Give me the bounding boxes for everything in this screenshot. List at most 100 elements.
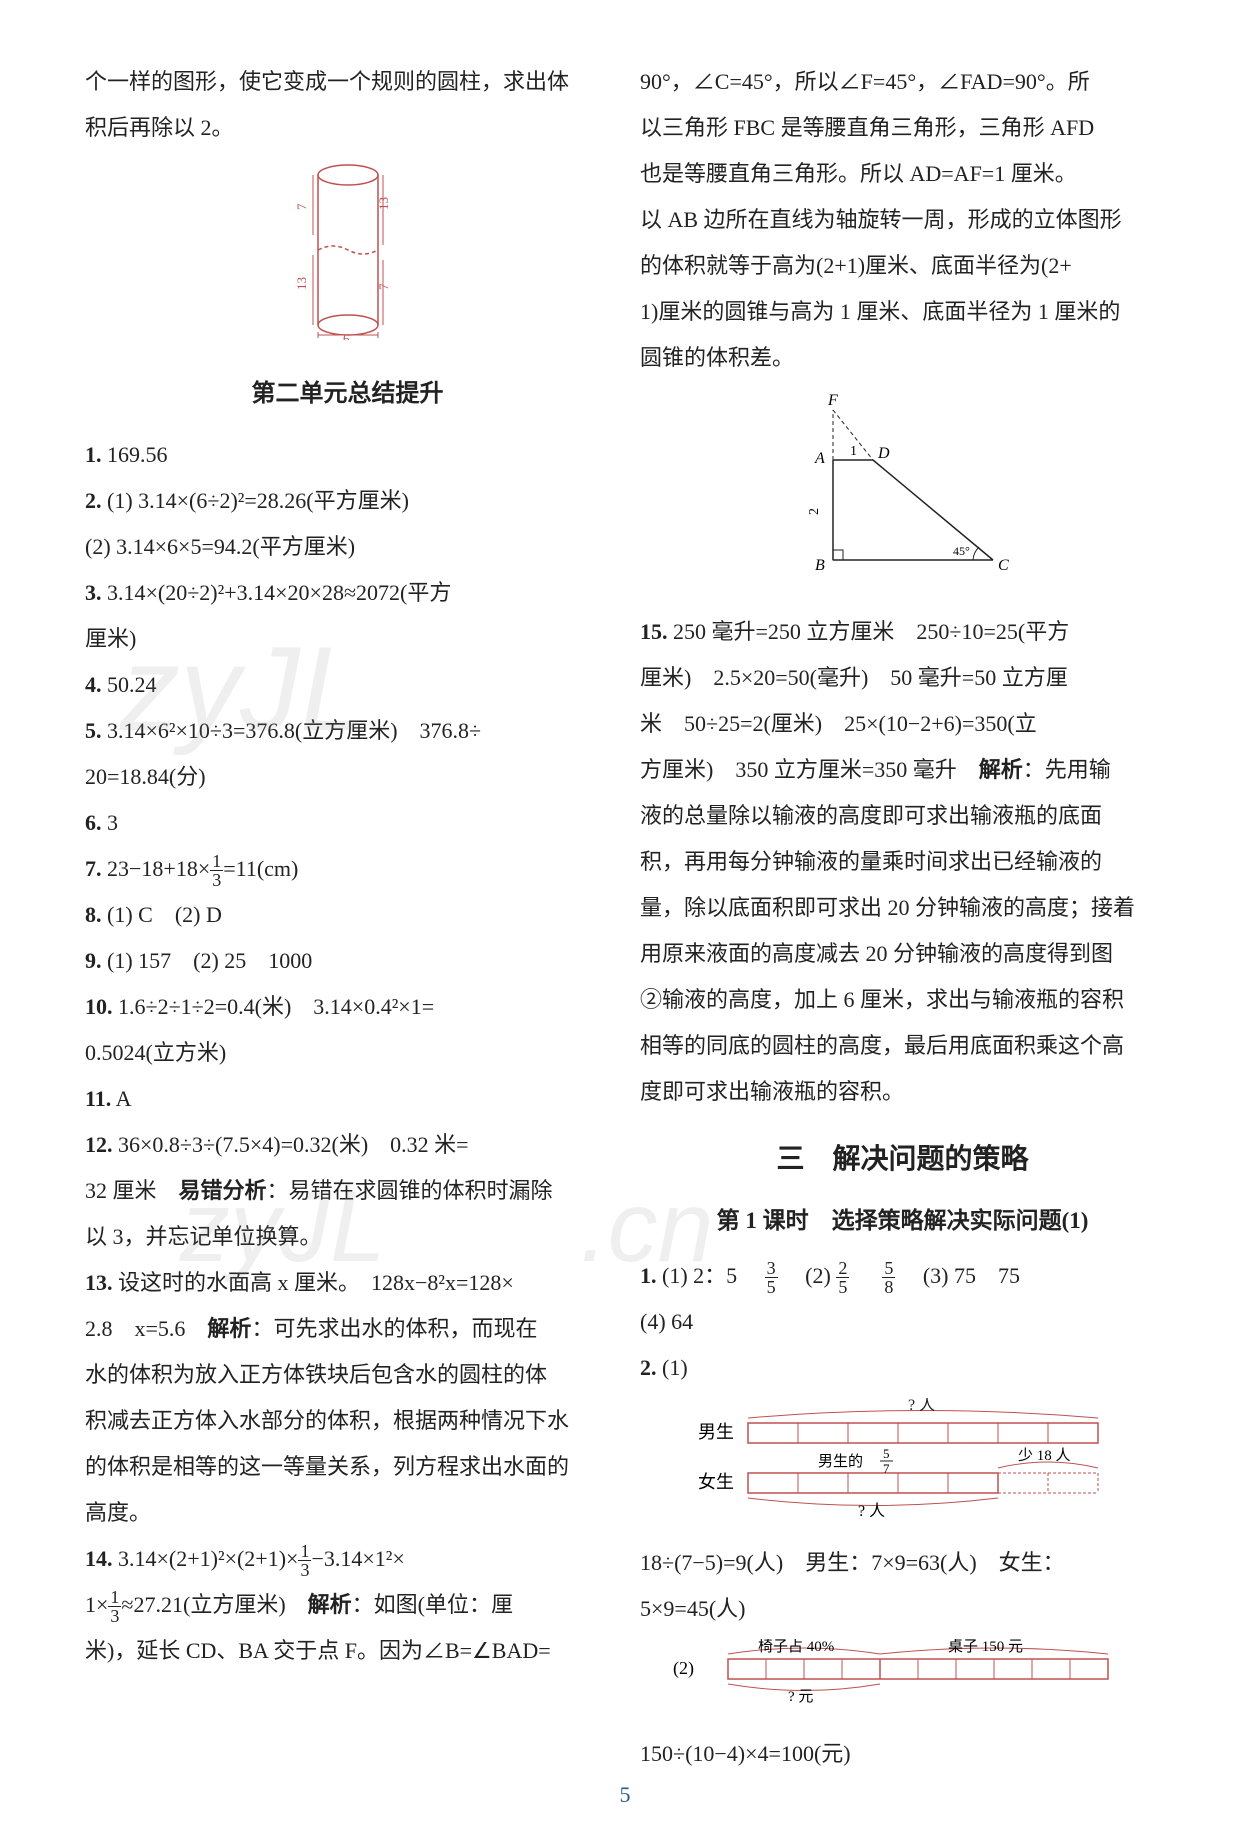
item-text: (1) C (2) D [102,902,222,927]
item-text: 设这时的水面高 x 厘米。 128x−8²x=128× [113,1270,514,1295]
page-content: 个一样的图形，使它变成一个规则的圆柱，求出体 积后再除以 2。 6 7 13 1… [85,60,1165,1798]
lesson-heading: 第 1 课时 选择策略解决实际问题(1) [640,1198,1165,1244]
item-text: 3 [102,810,119,835]
answer-item: 5. 3.14×6²×10÷3=376.8(立方厘米) 376.8÷ [85,709,610,753]
answer-item: 的体积是相等的这一等量关系，列方程求出水面的 [85,1445,610,1489]
answer-item: 10. 1.6÷2÷1÷2=0.4(米) 3.14×0.4²×1= [85,985,610,1029]
explanation-text: 也是等腰直角三角形。所以 AD=AF=1 厘米。 [640,152,1165,196]
answer-item: 厘米) [85,617,610,661]
svg-text:1: 1 [850,444,857,459]
svg-text:椅子占 40%: 椅子占 40% [758,1639,834,1655]
item-number: 4. [85,672,102,697]
item-number: 14. [85,1546,113,1571]
answer-item: 液的总量除以输液的高度即可求出输液瓶的底面 [640,794,1165,838]
explanation-text: 圆锥的体积差。 [640,336,1165,380]
item-number: 5. [85,718,102,743]
answer-item: 13. 设这时的水面高 x 厘米。 128x−8²x=128× [85,1261,610,1305]
explanation-text: 的体积就等于高为(2+1)厘米、底面半径为(2+ [640,244,1165,288]
analysis-label: 解析 [308,1592,352,1617]
item-text: A [111,1086,131,1111]
answer-item: 20=18.84(分) [85,755,610,799]
answer-item: 米 50÷25=2(厘米) 25×(10−2+6)=350(立 [640,702,1165,746]
item-text: (2) [783,1263,836,1288]
item-text: 250 毫升=250 立方厘米 250÷10=25(平方 [668,619,1070,644]
item-text: ：如图(单位：厘 [352,1592,513,1617]
intro-text: 积后再除以 2。 [85,106,610,150]
svg-text:女生: 女生 [698,1472,734,1492]
answer-item: 1. 169.56 [85,433,610,477]
answer-item: 量，除以底面积即可求出 20 分钟输液的高度；接着 [640,886,1165,930]
answer-item: 积，再用每分钟输液的量乘时间求出已经输液的 [640,840,1165,884]
svg-text:5: 5 [883,1446,890,1461]
answer-item: 5×9=45(人) [640,1587,1165,1631]
answer-item: 水的体积为放入正方体铁块后包含水的圆柱的体 [85,1353,610,1397]
item-text [855,1263,877,1288]
svg-text:B: B [815,557,825,574]
analysis-label: 易错分析 [179,1178,267,1203]
svg-text:C: C [998,557,1009,574]
answer-item: 1. (1) 2：5 35 (2) 25 58 (3) 75 75 [640,1254,1165,1298]
answer-item: 2.8 x=5.6 解析：可先求出水的体积，而现在 [85,1307,610,1351]
answer-item: (4) 64 [640,1300,1165,1344]
svg-text:男生的: 男生的 [818,1453,863,1470]
svg-text:男生: 男生 [698,1422,734,1442]
svg-text:? 元: ? 元 [788,1689,813,1705]
item-number: 1. [85,442,102,467]
svg-text:? 人: ? 人 [908,1398,935,1414]
answer-item: (2) 3.14×6×5=94.2(平方厘米) [85,525,610,569]
svg-text:13: 13 [294,277,309,290]
svg-text:7: 7 [883,1461,890,1476]
right-column: 90°，∠C=45°，所以∠F=45°，∠FAD=90°。所 以三角形 FBC … [640,60,1165,1798]
svg-text:2: 2 [807,508,822,515]
answer-item: 2. (1) [640,1346,1165,1390]
answer-item: 150÷(10−4)×4=100(元) [640,1732,1165,1776]
answer-item: 用原来液面的高度减去 20 分钟输液的高度得到图 [640,932,1165,976]
svg-text:(2): (2) [673,1658,694,1679]
triangle-diagram: F A D B C 1 2 45° [640,390,1165,595]
svg-text:F: F [827,392,838,409]
answer-item: 3. 3.14×(20÷2)²+3.14×20×28≈2072(平方 [85,571,610,615]
svg-text:桌子 150 元: 桌子 150 元 [948,1639,1023,1655]
item-text: 方厘米) 350 立方厘米=350 毫升 [640,757,979,782]
analysis-label: 解析 [979,757,1023,782]
answer-item: 14. 3.14×(2+1)²×(2+1)×13−3.14×1²× [85,1537,610,1581]
item-number: 15. [640,619,668,644]
item-text: −3.14×1²× [311,1546,404,1571]
svg-text:45°: 45° [953,544,970,558]
item-number: 6. [85,810,102,835]
item-number: 2. [640,1355,657,1380]
bar-diagram-2: (2) 椅子占 40% 桌子 150 元 ? 元 [640,1639,1165,1724]
answer-item: 米)，延长 CD、BA 交于点 F。因为∠B=∠BAD= [85,1629,610,1673]
item-text: 1.6÷2÷1÷2=0.4(米) 3.14×0.4²×1= [113,994,435,1019]
explanation-text: 以三角形 FBC 是等腰直角三角形，三角形 AFD [640,106,1165,150]
answer-item: 8. (1) C (2) D [85,893,610,937]
item-text: ≈27.21(立方厘米) [121,1592,307,1617]
section-heading: 第二单元总结提升 [85,370,610,418]
item-text: 32 厘米 [85,1178,179,1203]
item-text: 2.8 x=5.6 [85,1316,207,1341]
item-number: 1. [640,1263,657,1288]
item-number: 7. [85,856,102,881]
item-number: 12. [85,1132,113,1157]
cylinder-width-label: 6 [343,331,350,340]
item-text: 1× [85,1592,108,1617]
answer-item: 15. 250 毫升=250 立方厘米 250÷10=25(平方 [640,610,1165,654]
item-text: 3.14×6²×10÷3=376.8(立方厘米) 376.8÷ [102,718,482,743]
item-number: 10. [85,994,113,1019]
item-text: 36×0.8÷3÷(7.5×4)=0.32(米) 0.32 米= [113,1132,469,1157]
answer-item: 7. 23−18+18×13=11(cm) [85,847,610,891]
answer-item: ②输液的高度，加上 6 厘米，求出与输液瓶的容积 [640,978,1165,1022]
answer-item: 积减去正方体入水部分的体积，根据两种情况下水 [85,1399,610,1443]
answer-item: 2. (1) 3.14×(6÷2)²=28.26(平方厘米) [85,479,610,523]
explanation-text: 以 AB 边所在直线为轴旋转一周，形成的立体图形 [640,198,1165,242]
item-number: 2. [85,488,102,513]
item-text: 3.14×(2+1)²×(2+1)× [113,1546,299,1571]
answer-item: 相等的同底的圆柱的高度，最后用底面积乘这个高 [640,1024,1165,1068]
item-text: ：可先求出水的体积，而现在 [251,1316,537,1341]
answer-item: 厘米) 2.5×20=50(毫升) 50 毫升=50 立方厘 [640,656,1165,700]
item-text: =11(cm) [223,856,298,881]
answer-item: 11. A [85,1077,610,1121]
item-text: (1) 3.14×(6÷2)²=28.26(平方厘米) [102,488,409,513]
item-number: 11. [85,1086,111,1111]
answer-item: 32 厘米 易错分析：易错在求圆锥的体积时漏除 [85,1169,610,1213]
